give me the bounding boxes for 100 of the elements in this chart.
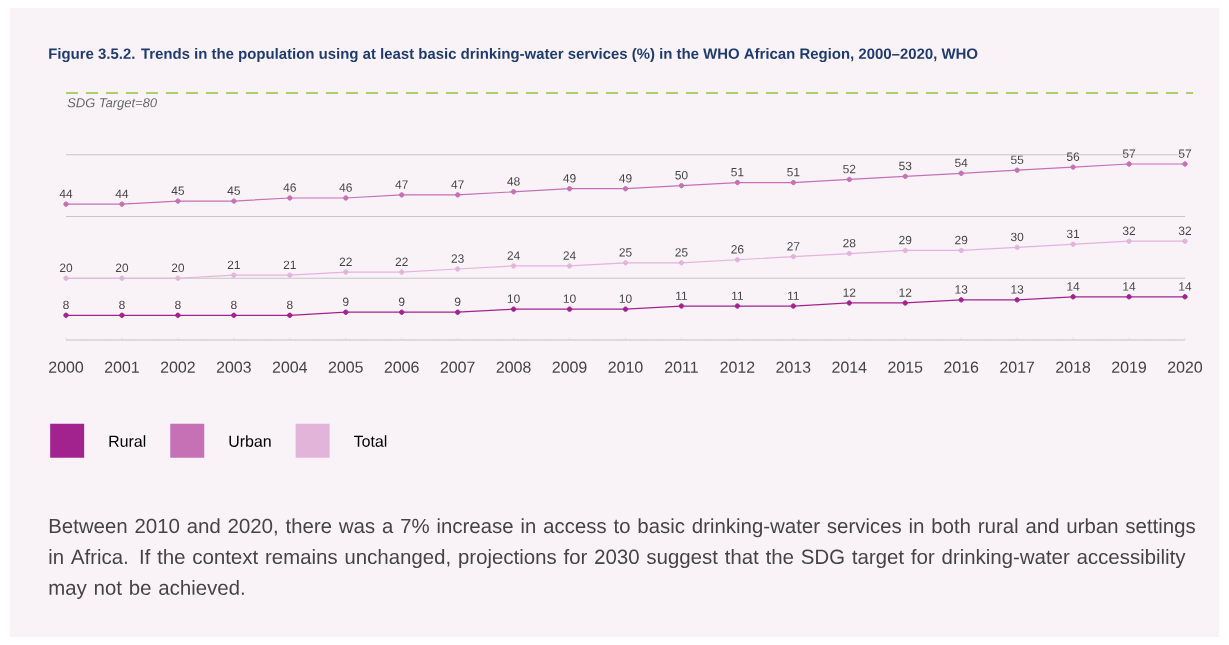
x-tick-label: 2003 <box>216 361 251 373</box>
data-label: 25 <box>675 248 688 257</box>
data-label: 8 <box>63 300 69 310</box>
x-tick-label: 2016 <box>944 361 979 373</box>
point <box>846 300 852 306</box>
data-label: 50 <box>675 170 688 180</box>
point <box>902 300 908 306</box>
data-label: 21 <box>283 260 296 269</box>
x-tick-label: 2019 <box>1112 361 1146 373</box>
data-label: 22 <box>339 257 352 266</box>
point <box>678 260 685 266</box>
x-tick-label: 2020 <box>1168 361 1203 373</box>
point <box>622 260 629 266</box>
point <box>175 312 181 318</box>
data-label: 11 <box>732 291 744 300</box>
data-label: 13 <box>1011 285 1024 294</box>
data-label: 14 <box>1179 282 1192 291</box>
point <box>287 312 293 318</box>
data-label: 14 <box>1123 282 1136 291</box>
data-label: 32 <box>1122 226 1136 235</box>
point <box>958 247 964 254</box>
point <box>175 275 181 281</box>
x-tick-label: 2008 <box>496 361 531 373</box>
point <box>790 179 797 186</box>
data-label: 54 <box>955 158 968 168</box>
point <box>343 195 349 201</box>
data-label: 20 <box>115 263 129 273</box>
point <box>63 312 69 318</box>
data-label: 29 <box>899 235 912 245</box>
point <box>231 198 237 204</box>
data-label: 52 <box>843 164 856 174</box>
point <box>1182 161 1188 167</box>
point <box>399 192 405 198</box>
data-label: 25 <box>619 248 632 257</box>
point <box>1070 164 1076 170</box>
x-tick-label: 2001 <box>105 361 139 373</box>
data-label: 47 <box>451 180 464 189</box>
data-label: 57 <box>1178 149 1192 158</box>
legend-label: Total <box>354 435 387 447</box>
data-label: 20 <box>59 263 73 273</box>
point <box>287 272 293 278</box>
point <box>1014 167 1020 173</box>
data-label: 55 <box>1010 155 1024 164</box>
data-label: 45 <box>227 186 240 195</box>
data-label: 14 <box>1067 282 1080 291</box>
point <box>622 186 629 192</box>
point <box>510 189 517 195</box>
point <box>734 303 741 309</box>
point <box>902 247 908 254</box>
x-tick-label: 2014 <box>832 361 867 373</box>
data-label: 49 <box>563 174 576 183</box>
data-label: 9 <box>398 297 405 307</box>
data-label: 46 <box>339 183 352 192</box>
data-label: 24 <box>563 251 576 260</box>
data-label: 8 <box>175 300 181 310</box>
data-label: 8 <box>286 300 293 310</box>
point <box>399 309 405 315</box>
data-label: 56 <box>1066 152 1080 161</box>
point <box>119 312 125 318</box>
x-tick-label: 2013 <box>776 361 811 373</box>
data-label: 8 <box>119 300 125 310</box>
point <box>734 257 741 263</box>
point <box>510 263 517 269</box>
data-label: 13 <box>955 285 968 294</box>
point <box>231 272 237 278</box>
x-tick-label: 2002 <box>160 361 195 373</box>
point <box>790 253 797 260</box>
data-label: 28 <box>843 238 856 248</box>
point <box>63 275 69 281</box>
point <box>343 309 349 315</box>
point <box>1126 238 1132 244</box>
point <box>119 275 125 281</box>
data-label: 23 <box>451 254 464 263</box>
data-label: 48 <box>507 177 520 186</box>
data-label: 29 <box>955 235 968 245</box>
data-label: 11 <box>676 291 688 300</box>
data-label: 49 <box>619 174 632 183</box>
point <box>1126 161 1132 167</box>
x-tick-label: 2011 <box>665 361 698 373</box>
point <box>734 179 741 186</box>
data-label: 8 <box>231 300 237 310</box>
data-label: 20 <box>171 263 185 273</box>
point <box>846 250 852 257</box>
data-label: 30 <box>1010 232 1024 242</box>
point <box>902 173 908 180</box>
point <box>63 201 69 207</box>
data-label: 26 <box>731 245 744 254</box>
point <box>846 176 852 183</box>
data-label: 10 <box>507 294 520 303</box>
x-tick-label: 2005 <box>328 361 363 373</box>
point <box>566 306 573 312</box>
data-label: 51 <box>731 168 744 177</box>
data-label: 12 <box>843 288 856 297</box>
x-tick-label: 2009 <box>552 361 587 373</box>
data-label: 21 <box>227 260 240 269</box>
x-tick-label: 2006 <box>384 361 419 373</box>
x-tick-label: 2007 <box>440 361 475 373</box>
data-label: 22 <box>395 257 408 266</box>
point <box>622 306 629 312</box>
data-label: 31 <box>1066 229 1080 239</box>
